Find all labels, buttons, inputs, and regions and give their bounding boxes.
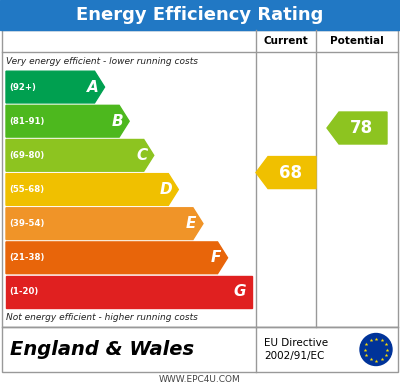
Bar <box>2 327 398 372</box>
Text: (81-91): (81-91) <box>9 117 44 126</box>
Text: Potential: Potential <box>330 36 384 46</box>
Text: B: B <box>111 114 123 129</box>
Text: 78: 78 <box>350 119 372 137</box>
Bar <box>2 30 398 327</box>
Text: C: C <box>136 148 147 163</box>
Text: G: G <box>234 284 246 300</box>
Text: Energy Efficiency Rating: Energy Efficiency Rating <box>76 6 324 24</box>
Text: Very energy efficient - lower running costs: Very energy efficient - lower running co… <box>6 57 198 66</box>
Bar <box>0 0 400 30</box>
Polygon shape <box>327 112 387 144</box>
Text: (92+): (92+) <box>9 83 36 92</box>
Text: A: A <box>87 80 98 95</box>
Text: Current: Current <box>264 36 308 46</box>
Text: Not energy efficient - higher running costs: Not energy efficient - higher running co… <box>6 314 198 322</box>
Polygon shape <box>6 71 104 103</box>
Text: EU Directive
2002/91/EC: EU Directive 2002/91/EC <box>264 338 328 362</box>
Text: (69-80): (69-80) <box>9 151 44 160</box>
Text: (21-38): (21-38) <box>9 253 44 262</box>
Circle shape <box>360 334 392 365</box>
Polygon shape <box>6 173 178 205</box>
Polygon shape <box>6 208 203 239</box>
Polygon shape <box>6 276 252 308</box>
Text: England & Wales: England & Wales <box>10 340 194 359</box>
Text: (55-68): (55-68) <box>9 185 44 194</box>
Polygon shape <box>6 139 154 171</box>
Text: WWW.EPC4U.COM: WWW.EPC4U.COM <box>159 376 241 385</box>
Text: (39-54): (39-54) <box>9 219 44 228</box>
Text: 68: 68 <box>278 164 302 182</box>
Polygon shape <box>6 106 129 137</box>
Polygon shape <box>6 242 228 274</box>
Text: (1-20): (1-20) <box>9 288 38 296</box>
Text: F: F <box>210 250 221 265</box>
Text: E: E <box>186 216 196 231</box>
Polygon shape <box>256 157 316 189</box>
Text: D: D <box>160 182 173 197</box>
